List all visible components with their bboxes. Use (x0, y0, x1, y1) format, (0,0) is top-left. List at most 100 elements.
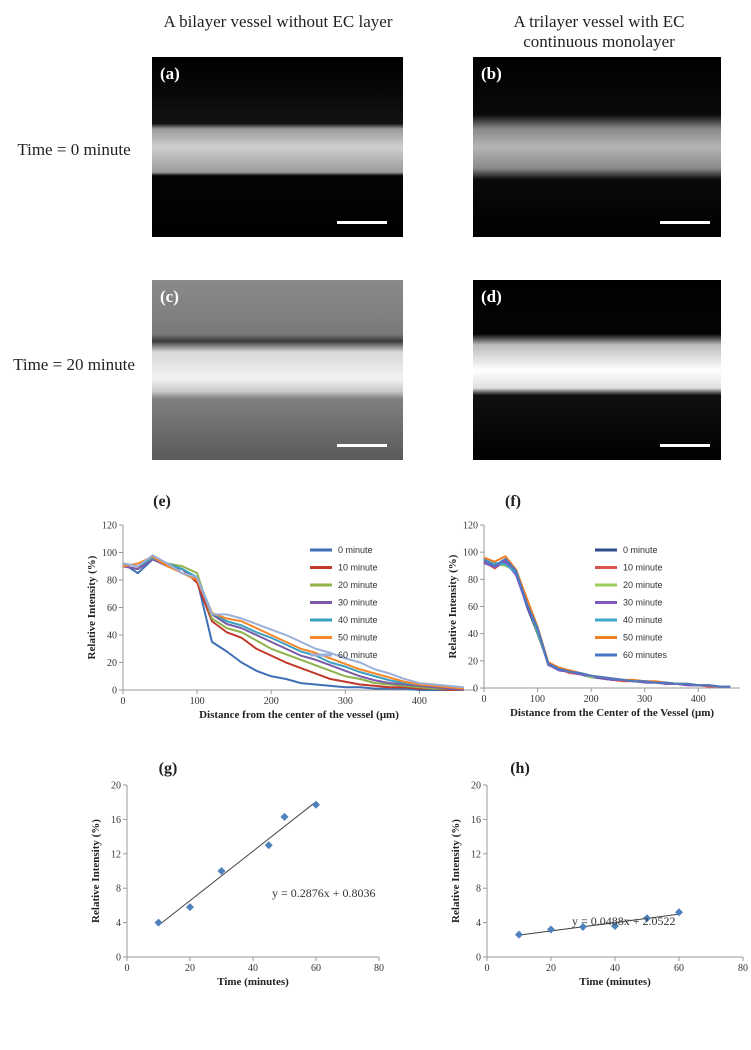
row-label: Time = 20 minute (13, 355, 135, 374)
x-axis-title: Distance from the center of the vessel (… (199, 709, 399, 721)
data-point (611, 922, 619, 931)
y-axis-title: Relative Intensity (%) (86, 555, 98, 659)
micrograph (473, 57, 721, 237)
legend-label: 40 minute (338, 615, 378, 625)
legend-label: 40 minute (623, 615, 663, 625)
y-tick-label: 16 (111, 815, 121, 826)
micrograph (152, 57, 403, 237)
data-line (122, 554, 464, 689)
y-tick-label: 100 (463, 548, 478, 559)
data-line (122, 557, 464, 691)
data-line (483, 559, 731, 688)
data-point (186, 903, 194, 912)
data-point (264, 841, 273, 850)
chart-title: (e) (153, 493, 171, 510)
panel-label: (c) (160, 287, 179, 306)
scale-bar (660, 221, 710, 224)
x-tick-label: 0 (482, 694, 487, 705)
panel-label: (d) (481, 287, 502, 306)
x-tick-label: 100 (530, 694, 545, 705)
trendline (158, 801, 317, 926)
x-tick-label: 80 (738, 963, 748, 974)
data-point (312, 800, 320, 809)
x-tick-label: 100 (190, 696, 205, 707)
chart-title: (h) (510, 760, 530, 777)
x-tick-label: 40 (248, 963, 258, 974)
x-tick-label: 20 (185, 963, 195, 974)
trendline (518, 913, 680, 936)
legend-label: 0 minute (338, 545, 373, 555)
data-line (122, 558, 464, 691)
x-tick-label: 60 (674, 963, 684, 974)
data-point (280, 812, 289, 821)
data-point (675, 908, 683, 917)
legend-label: 50 minute (338, 633, 378, 643)
y-tick-label: 120 (102, 521, 117, 532)
y-tick-label: 0 (473, 684, 478, 695)
y-tick-label: 12 (111, 849, 121, 860)
legend-label: 30 minute (338, 598, 378, 608)
y-tick-label: 80 (107, 576, 117, 587)
equation: y = 0.2876x + 0.8036 (272, 886, 376, 900)
y-axis-title: Relative Intensity (%) (447, 554, 459, 658)
data-point (154, 918, 163, 927)
data-line (122, 558, 464, 691)
data-point (217, 867, 226, 875)
y-tick-label: 8 (116, 884, 121, 895)
equation: y = 0.0488x + 2.0522 (572, 914, 676, 928)
data-point (547, 925, 555, 934)
x-tick-label: 80 (374, 963, 384, 974)
data-line (483, 557, 731, 688)
y-tick-label: 40 (468, 629, 478, 640)
x-tick-label: 400 (412, 696, 427, 707)
x-tick-label: 300 (637, 694, 652, 705)
data-line (483, 558, 731, 688)
x-tick-label: 0 (121, 696, 126, 707)
data-line (122, 557, 464, 690)
x-tick-label: 200 (264, 696, 279, 707)
scale-bar (660, 444, 710, 447)
y-tick-label: 100 (102, 548, 117, 559)
x-tick-label: 200 (584, 694, 599, 705)
chart-title: (f) (505, 493, 521, 510)
legend-label: 60 minute (338, 650, 378, 660)
y-tick-label: 20 (111, 781, 121, 792)
micrograph (473, 280, 721, 460)
data-line (122, 555, 464, 690)
x-tick-label: 300 (338, 696, 353, 707)
legend-label: 0 minute (623, 545, 658, 555)
x-tick-label: 400 (691, 694, 706, 705)
column-header: A trilayer vessel with EC continuous mon… (513, 12, 685, 51)
legend-label: 60 minutes (623, 650, 668, 660)
y-tick-label: 80 (468, 575, 478, 586)
scale-bar (337, 221, 387, 224)
legend-label: 50 minute (623, 633, 663, 643)
legend-label: 20 minute (623, 580, 663, 590)
y-tick-label: 20 (471, 781, 481, 792)
x-tick-label: 20 (546, 963, 556, 974)
y-axis-title: Relative Intensity (%) (90, 819, 102, 923)
legend-label: 30 minute (623, 598, 663, 608)
y-tick-label: 16 (471, 815, 481, 826)
legend-label: 10 minute (338, 563, 378, 573)
data-point (579, 922, 587, 931)
legend-label: 10 minute (623, 563, 663, 573)
y-tick-label: 8 (476, 884, 481, 895)
scale-bar (337, 444, 387, 447)
x-tick-label: 0 (125, 963, 130, 974)
data-point (643, 914, 651, 923)
chart-title: (g) (159, 760, 178, 777)
y-tick-label: 60 (468, 602, 478, 613)
row-label: Time = 0 minute (17, 140, 131, 159)
data-line (122, 558, 464, 691)
column-header: A bilayer vessel without EC layer (163, 12, 393, 31)
data-line (483, 558, 731, 688)
x-tick-label: 40 (610, 963, 620, 974)
legend-label: 20 minute (338, 580, 378, 590)
micrograph (152, 280, 403, 460)
x-axis-title: Time (minutes) (579, 976, 651, 988)
data-line (483, 559, 731, 688)
y-tick-label: 0 (112, 686, 117, 697)
